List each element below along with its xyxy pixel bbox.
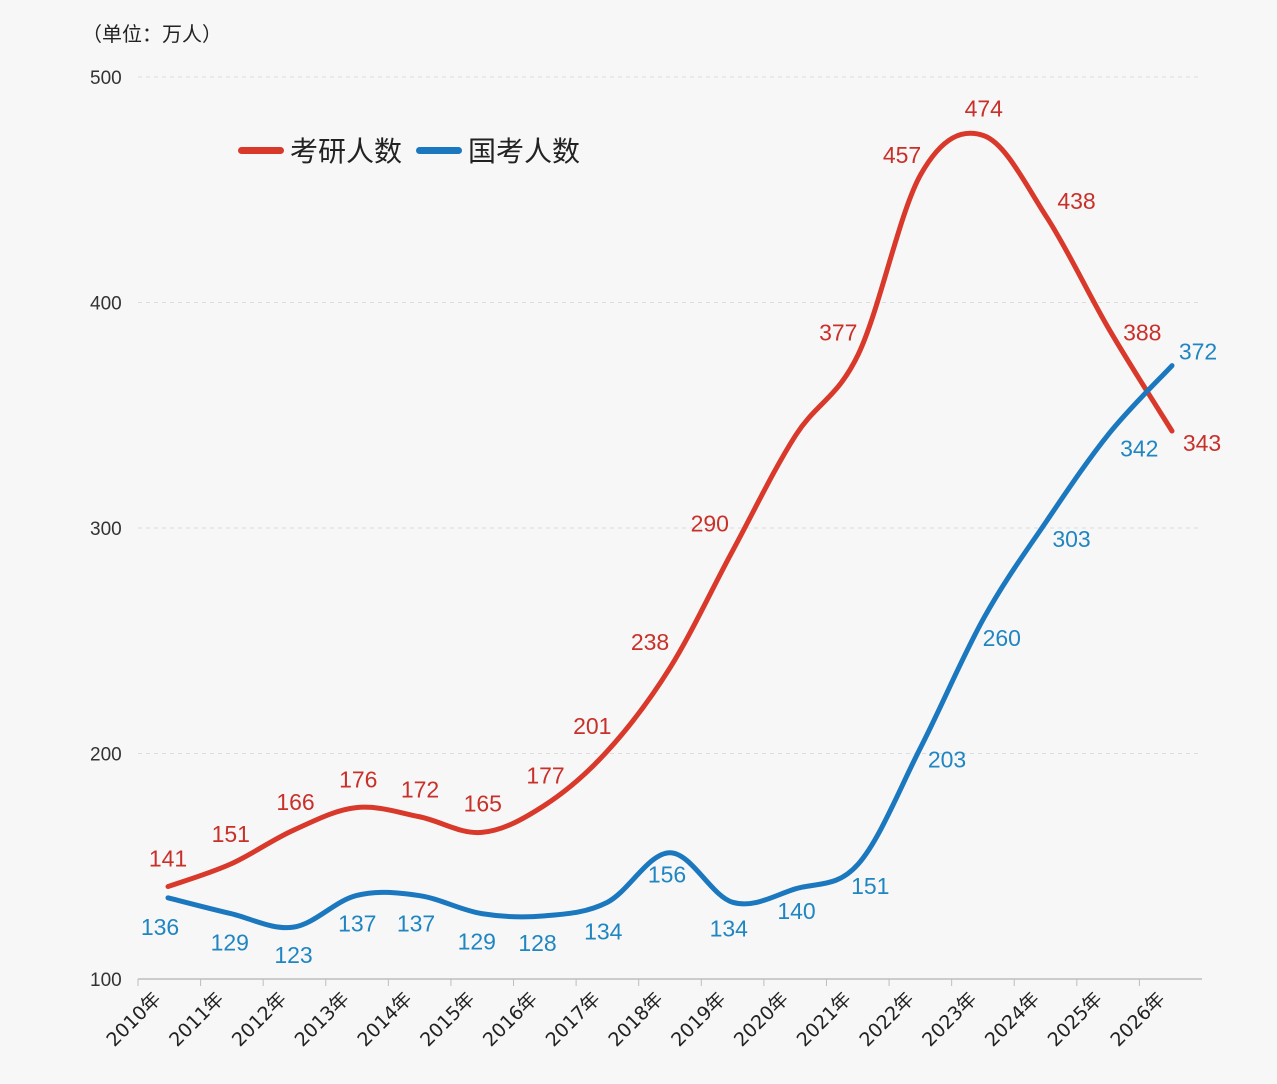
- data-label-guokao: 260: [983, 625, 1021, 651]
- data-label-guokao: 134: [584, 918, 623, 944]
- x-tick-label: 2022年: [855, 988, 918, 1051]
- data-label-guokao: 129: [211, 930, 249, 956]
- y-tick-label: 300: [90, 519, 122, 540]
- data-label-kaoyan: 151: [212, 821, 250, 847]
- data-label-kaoyan: 438: [1057, 188, 1095, 214]
- data-label-kaoyan: 377: [819, 319, 857, 345]
- data-label-guokao: 140: [777, 898, 815, 924]
- x-tick-label: 2013年: [291, 988, 354, 1051]
- data-label-guokao: 129: [458, 929, 496, 955]
- legend-swatch-kaoyan: [238, 146, 284, 154]
- y-tick-label: 400: [90, 294, 122, 315]
- y-tick-label: 500: [90, 68, 122, 89]
- x-tick-label: 2019年: [667, 988, 730, 1051]
- data-label-guokao: 128: [518, 930, 556, 956]
- data-label-kaoyan: 141: [149, 846, 187, 872]
- y-tick-label: 100: [90, 970, 122, 991]
- data-label-guokao: 342: [1120, 435, 1158, 461]
- data-label-kaoyan: 166: [276, 789, 314, 815]
- data-label-guokao: 156: [648, 862, 686, 888]
- x-tick-label: 2020年: [730, 988, 793, 1051]
- legend-swatch-guokao: [416, 146, 463, 154]
- data-label-kaoyan: 343: [1183, 430, 1221, 456]
- data-label-guokao: 137: [397, 911, 435, 937]
- data-label-kaoyan: 290: [691, 511, 729, 537]
- data-label-kaoyan: 388: [1123, 320, 1161, 346]
- x-tick-label: 2010年: [102, 988, 165, 1051]
- y-tick-label: 200: [90, 745, 122, 766]
- data-label-kaoyan: 238: [631, 629, 669, 655]
- data-label-guokao: 303: [1052, 526, 1090, 552]
- x-tick-label: 2017年: [542, 988, 605, 1051]
- data-label-kaoyan: 176: [339, 767, 377, 793]
- x-tick-label: 2012年: [228, 988, 291, 1051]
- data-label-guokao: 136: [141, 914, 179, 940]
- data-label-kaoyan: 474: [965, 96, 1004, 122]
- data-label-kaoyan: 172: [401, 777, 439, 803]
- x-tick-label: 2024年: [981, 988, 1044, 1051]
- data-label-kaoyan: 165: [464, 790, 502, 816]
- x-tick-label: 2026年: [1106, 988, 1169, 1051]
- x-tick-label: 2014年: [353, 988, 416, 1051]
- x-tick-label: 2023年: [918, 988, 981, 1051]
- legend-item-guokao: 国考人数: [416, 130, 580, 170]
- legend-label-guokao: 国考人数: [468, 135, 581, 168]
- x-tick-label: 2018年: [604, 988, 667, 1051]
- x-tick-label: 2016年: [479, 988, 542, 1051]
- data-label-guokao: 137: [338, 911, 376, 937]
- x-tick-label: 2025年: [1044, 988, 1107, 1051]
- x-tick-label: 2021年: [793, 988, 856, 1051]
- data-label-kaoyan: 457: [883, 142, 921, 168]
- data-label-kaoyan: 201: [573, 713, 611, 739]
- data-label-guokao: 134: [710, 915, 749, 941]
- x-tick-label: 2015年: [416, 988, 479, 1051]
- data-label-guokao: 203: [928, 747, 966, 773]
- legend-label-kaoyan: 考研人数: [290, 135, 403, 168]
- x-tick-label: 2011年: [165, 988, 228, 1051]
- series-line-0: [165, 130, 1175, 890]
- data-label-guokao: 151: [851, 873, 889, 899]
- data-label-guokao: 372: [1179, 339, 1217, 365]
- legend: 考研人数 国考人数: [238, 130, 594, 170]
- data-label-guokao: 123: [274, 942, 312, 968]
- series-line-1: [165, 363, 1175, 931]
- data-label-kaoyan: 177: [526, 762, 564, 788]
- legend-item-kaoyan: 考研人数: [238, 130, 402, 170]
- unit-label: （单位：万人）: [82, 22, 222, 46]
